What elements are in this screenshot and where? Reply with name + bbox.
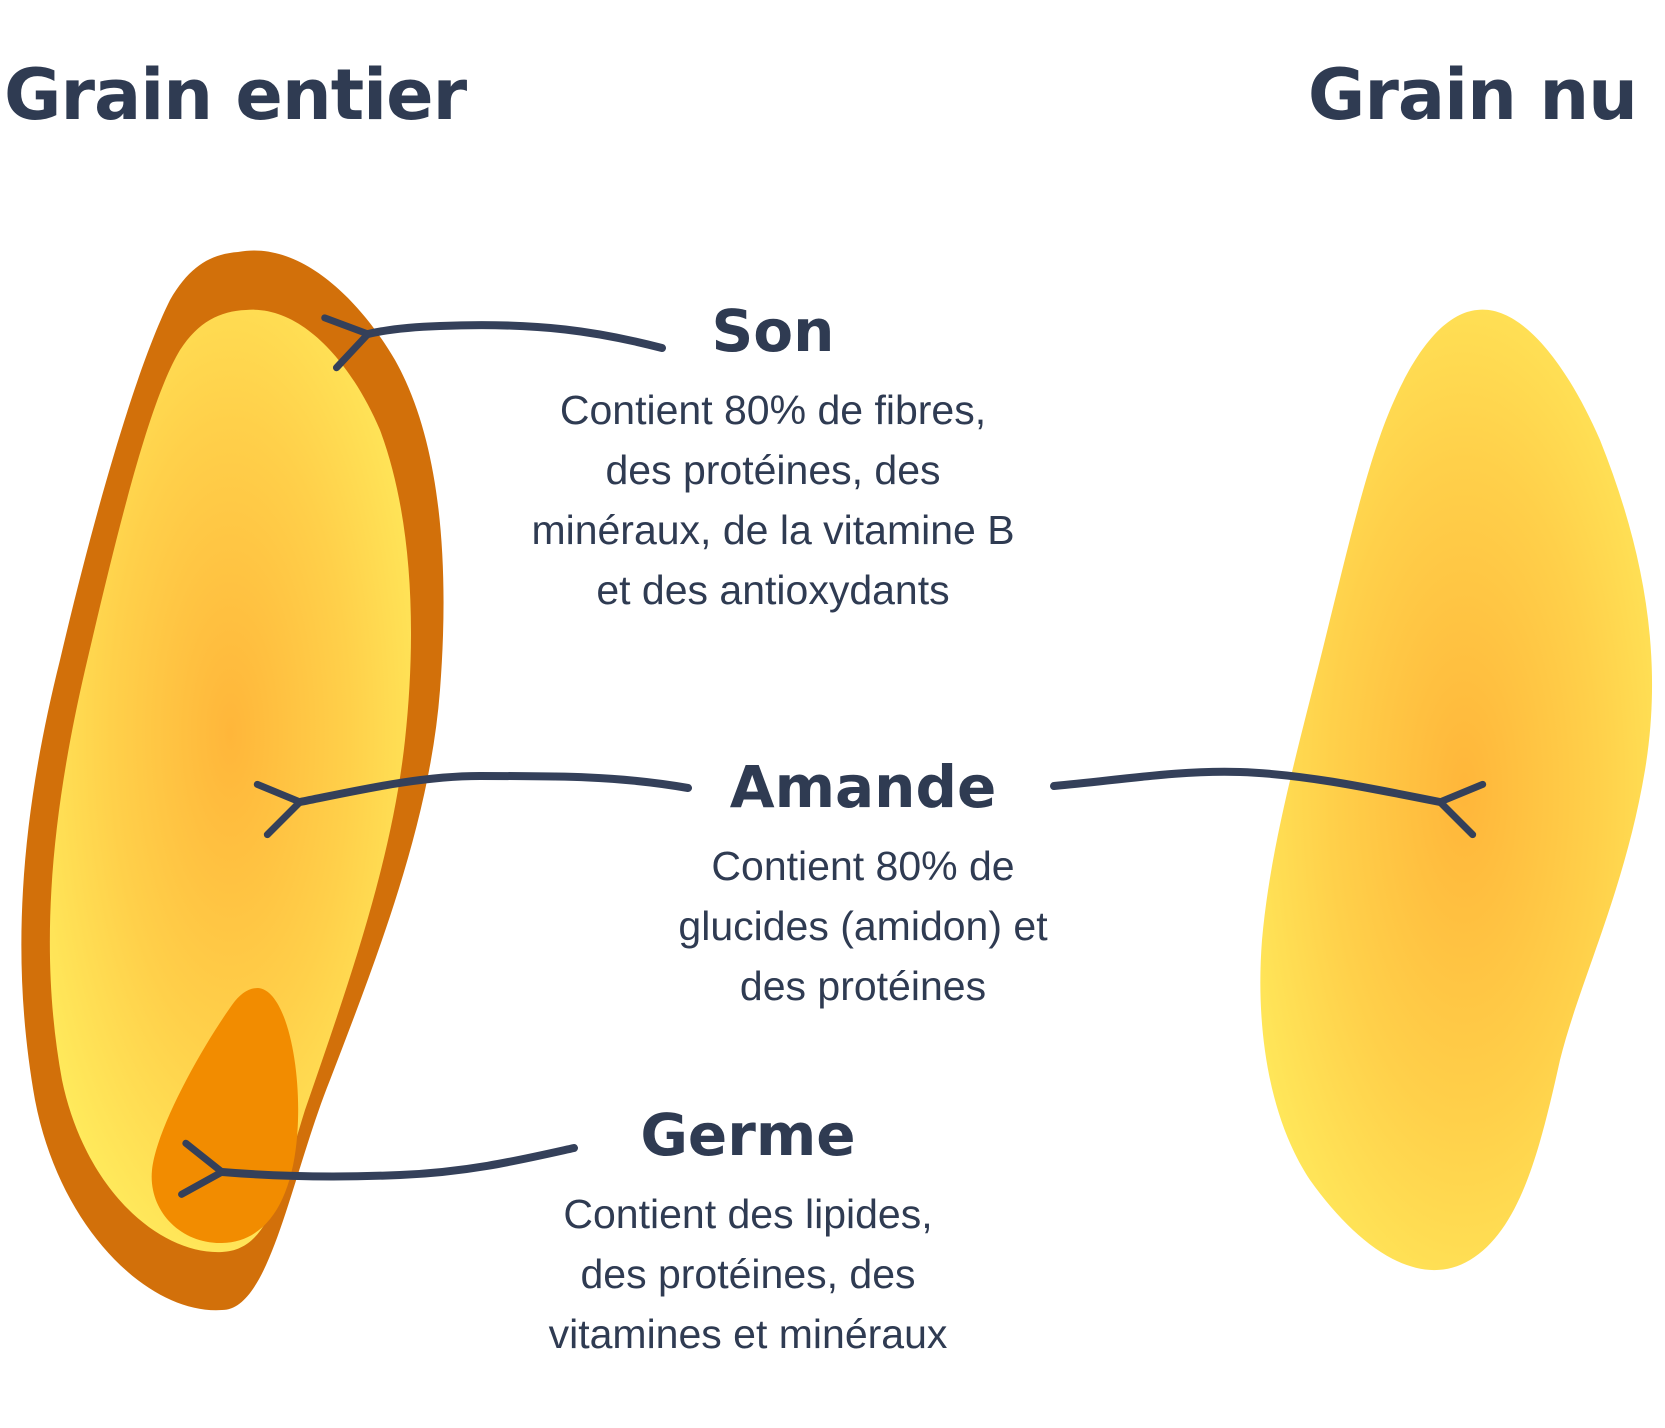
- son-description: Contient 80% de fibres, des protéines, d…: [531, 380, 1014, 620]
- amande-line: glucides (amidon) et: [678, 903, 1048, 949]
- endosperm-naked: [1260, 309, 1653, 1271]
- amande-arrow-right: [1050, 767, 1487, 839]
- endosperm-whole: [49, 309, 412, 1253]
- germe-description: Contient des lipides, des protéines, des…: [549, 1184, 948, 1364]
- son-line: et des antioxydants: [596, 567, 950, 613]
- amande-line: Contient 80% de: [711, 843, 1015, 889]
- son-line: des protéines, des: [605, 447, 941, 493]
- son-arrow: [321, 314, 666, 372]
- germe-line: vitamines et minéraux: [548, 1311, 948, 1357]
- germe-heading: Germe: [640, 1101, 856, 1169]
- son-label: Son Contient 80% de fibres, des protéine…: [531, 296, 1014, 620]
- amande-heading: Amande: [729, 753, 997, 821]
- son-line: Contient 80% de fibres,: [559, 387, 987, 433]
- naked-grain-title: Grain nu: [1307, 54, 1638, 136]
- germe-line: Contient des lipides,: [563, 1191, 933, 1237]
- amande-arrow-left: [253, 771, 692, 839]
- son-heading: Son: [711, 297, 835, 365]
- germe-arrow: [178, 1139, 578, 1198]
- amande-description: Contient 80% de glucides (amidon) et des…: [678, 836, 1047, 1016]
- amande-label: Amande Contient 80% de glucides (amidon)…: [678, 752, 1047, 1016]
- germe-line: des protéines, des: [580, 1251, 916, 1297]
- whole-grain-title: Grain entier: [4, 54, 467, 136]
- germe-label: Germe Contient des lipides, des protéine…: [549, 1100, 948, 1364]
- son-line: minéraux, de la vitamine B: [531, 507, 1015, 553]
- amande-line: des protéines: [739, 963, 987, 1009]
